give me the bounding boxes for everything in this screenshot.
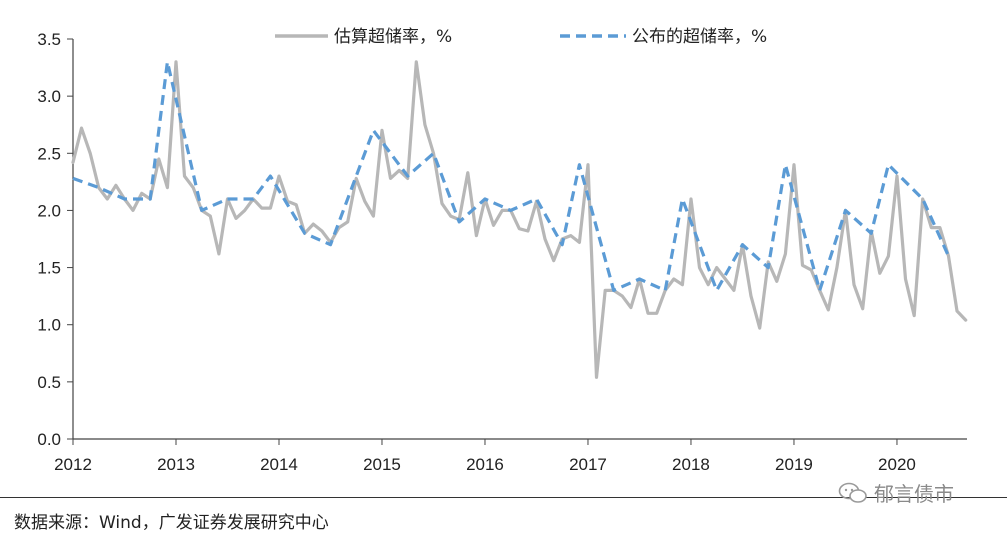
y-tick-label: 0.5 xyxy=(37,373,61,392)
watermark: 郁言债市 xyxy=(838,478,954,507)
chart-axes: 0.0 0.5 1.0 1.5 2.0 2.5 3.0 3.5 2012 2013 2014 2015… xyxy=(37,30,967,474)
x-tick-label: 2020 xyxy=(878,455,916,474)
legend-label-estimated: 估算超储率，% xyxy=(334,27,452,47)
y-tick-label: 2.0 xyxy=(37,201,61,220)
y-tick-label: 1.5 xyxy=(37,259,61,278)
series-line-published xyxy=(72,60,950,292)
series-line-estimated xyxy=(71,60,968,379)
y-tick-label: 0.0 xyxy=(37,430,61,449)
y-tick-label: 3.0 xyxy=(37,87,61,106)
chart-series-layer xyxy=(71,60,968,379)
x-tick-label: 2014 xyxy=(260,455,298,474)
footer-divider xyxy=(0,497,1007,498)
y-tick-label: 1.0 xyxy=(37,316,61,335)
x-tick-label: 2018 xyxy=(672,455,710,474)
x-tick-label: 2019 xyxy=(775,455,813,474)
y-tick-label: 2.5 xyxy=(37,144,61,163)
x-tick-label: 2015 xyxy=(363,455,401,474)
chart-legend: 估算超储率，% 公布的超储率，% xyxy=(275,27,767,47)
x-tick-label: 2016 xyxy=(466,455,504,474)
x-tick-label: 2012 xyxy=(54,455,92,474)
x-tick-label: 2013 xyxy=(157,455,195,474)
x-tick-label: 2017 xyxy=(569,455,607,474)
legend-label-published: 公布的超储率，% xyxy=(632,27,767,47)
y-tick-label: 3.5 xyxy=(37,30,61,49)
source-note: 数据来源：Wind，广发证券发展研究中心 xyxy=(14,513,329,533)
watermark-text: 郁言债市 xyxy=(874,482,954,506)
line-chart: 0.0 0.5 1.0 1.5 2.0 2.5 3.0 3.5 2012 2013 2014 2015… xyxy=(37,27,968,474)
wechat-icon xyxy=(838,482,867,503)
